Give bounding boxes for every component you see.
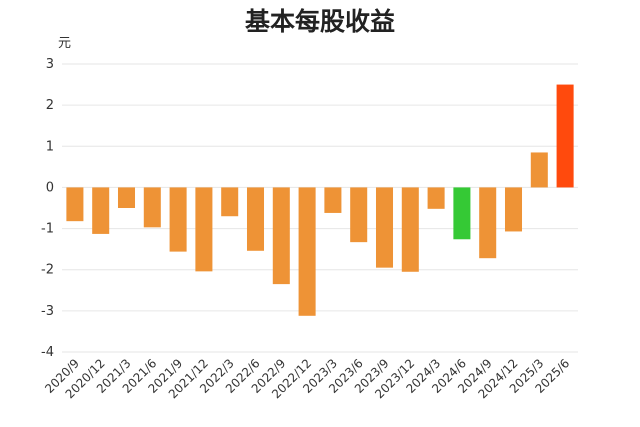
y-tick-label: -4 <box>41 345 54 360</box>
bar-2024-3 <box>427 187 445 209</box>
bar-2023-12 <box>401 187 419 272</box>
bar-2023-6 <box>350 187 368 243</box>
bar-2025-6 <box>556 84 574 188</box>
chart-title: 基本每股收益 <box>244 7 395 36</box>
bar-2021-9 <box>169 187 187 252</box>
bar-2024-12 <box>504 187 523 232</box>
bar-2020-12 <box>92 187 110 234</box>
bar-2025-3 <box>530 152 548 188</box>
y-tick-label: 1 <box>46 139 54 154</box>
bar-2022-6 <box>246 187 265 251</box>
bar-2024-6 <box>453 187 471 240</box>
bar-2022-9 <box>272 187 290 285</box>
y-tick-label: 3 <box>46 57 54 72</box>
bar-2021-6 <box>143 187 161 228</box>
bar-2021-12 <box>195 187 213 272</box>
y-tick-label: -2 <box>41 263 54 278</box>
y-tick-label: 2 <box>46 98 54 113</box>
x-tick-labels: 2020/92020/122021/32021/62021/92021/1220… <box>42 356 572 401</box>
y-tick-label: 0 <box>46 180 54 195</box>
bar-2023-9 <box>375 187 394 268</box>
y-tick-label: -1 <box>41 222 54 237</box>
bar-2023-3 <box>324 187 342 213</box>
bar-2022-3 <box>221 187 239 217</box>
bar-2024-9 <box>479 187 497 259</box>
y-tick-label: -3 <box>41 304 54 319</box>
y-tick-labels: 3 2 1 0 -1 -2 -3 -4 <box>41 57 54 360</box>
y-axis-unit-label: 元 <box>58 36 71 51</box>
bar-2020-9 <box>66 187 84 222</box>
bar-2022-12 <box>298 187 316 316</box>
gridlines <box>62 63 578 353</box>
bar-2021-3 <box>117 187 136 208</box>
bars <box>66 84 574 316</box>
